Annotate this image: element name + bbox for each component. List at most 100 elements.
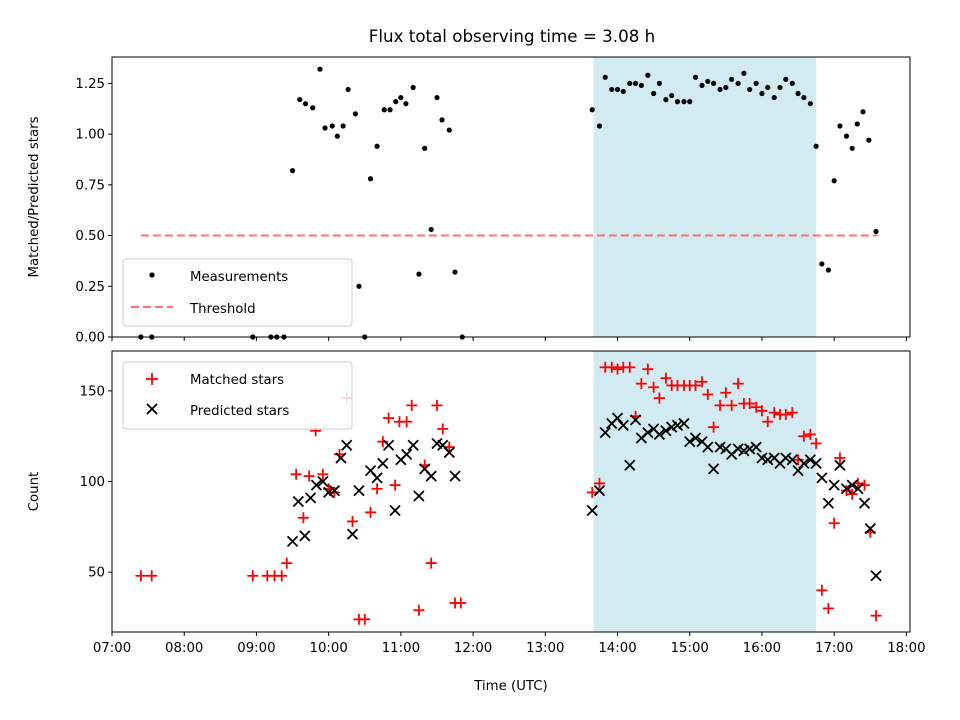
- data-point: [810, 457, 822, 470]
- data-point: [452, 269, 458, 275]
- data-point: [852, 483, 864, 495]
- ratio-subplot: 0.00 0.25 0.50 0.75 1.00 1.25 Matched/Predicte…: [27, 56, 911, 346]
- x-b: [707, 463, 720, 475]
- data-point: [792, 454, 804, 466]
- data-point: [687, 99, 693, 105]
- x-b: [810, 457, 822, 470]
- x-b: [696, 436, 708, 448]
- x-b: [858, 497, 871, 509]
- x-b: [720, 443, 732, 455]
- x-b: [756, 452, 768, 464]
- data-point: [678, 417, 690, 430]
- data-point: [247, 570, 259, 582]
- data-point: [762, 416, 774, 428]
- data-point: [789, 80, 795, 86]
- data-point: [304, 492, 317, 504]
- data-point: [624, 361, 636, 373]
- x-b: [431, 437, 443, 450]
- data-point: [669, 92, 675, 99]
- data-point: [611, 412, 624, 424]
- x-b: [864, 523, 876, 535]
- x-b: [689, 432, 702, 444]
- data-point: [762, 454, 774, 466]
- data-point: [289, 168, 296, 174]
- x-b: [346, 528, 359, 540]
- data-point: [401, 448, 413, 460]
- x-b: [780, 452, 792, 464]
- x-tick-label: 09:00: [237, 641, 275, 656]
- data-point: [732, 378, 744, 390]
- data-point: [346, 515, 358, 527]
- data-point: [759, 90, 765, 97]
- data-point: [707, 463, 720, 475]
- data-point: [413, 490, 425, 502]
- data-point: [406, 399, 418, 411]
- legend-label-threshold: Threshold: [189, 302, 256, 317]
- x-b: [702, 441, 714, 453]
- y-tick-label: 0.00: [75, 331, 105, 346]
- x-b: [611, 412, 624, 424]
- data-point: [398, 94, 404, 101]
- x-b: [678, 417, 690, 430]
- x-b: [816, 472, 828, 484]
- data-point: [317, 468, 329, 480]
- data-point: [317, 475, 329, 488]
- y-tick-label: 0.25: [75, 280, 105, 295]
- data-point: [617, 419, 629, 431]
- data-point: [635, 378, 647, 390]
- y-tick-label: 0.75: [75, 178, 105, 193]
- data-point: [401, 416, 413, 428]
- data-point: [371, 472, 383, 484]
- x-tick-label: 14:00: [598, 641, 636, 656]
- x-b: [299, 530, 311, 542]
- data-point: [741, 70, 747, 76]
- data-point: [765, 84, 771, 91]
- data-point: [866, 137, 872, 143]
- data-point: [726, 399, 738, 411]
- x-b: [449, 470, 461, 482]
- data-point: [735, 80, 741, 86]
- data-point: [356, 283, 362, 289]
- x-tick-label: 17:00: [815, 641, 853, 656]
- data-point: [798, 457, 810, 470]
- x-tick-label: 10:00: [309, 641, 347, 656]
- x-b: [292, 495, 304, 508]
- data-point: [780, 452, 792, 464]
- data-point: [410, 84, 416, 91]
- data-point: [624, 459, 636, 471]
- data-point: [310, 105, 316, 111]
- data-point: [786, 407, 798, 419]
- data-point: [614, 86, 621, 93]
- data-point: [437, 423, 449, 435]
- y-tick-label: 1.25: [75, 77, 105, 92]
- data-point: [828, 479, 840, 491]
- data-point: [870, 610, 882, 622]
- data-point: [804, 454, 816, 466]
- data-point: [708, 421, 720, 433]
- x-b: [834, 459, 846, 471]
- series-measurements: [138, 66, 879, 340]
- data-point: [586, 504, 598, 517]
- data-point: [455, 597, 467, 609]
- data-point: [297, 512, 309, 524]
- data-point: [696, 376, 708, 388]
- legend-marker-predicted: [146, 403, 158, 415]
- data-point: [377, 436, 389, 448]
- data-point: [428, 226, 434, 233]
- x-b: [413, 490, 425, 502]
- x-b: [419, 463, 431, 475]
- data-point: [846, 479, 858, 491]
- data-point: [825, 267, 831, 273]
- data-point: [843, 133, 850, 139]
- data-point: [656, 80, 663, 86]
- legend-label-predicted: Predicted stars: [190, 404, 289, 419]
- data-point: [834, 452, 846, 464]
- data-point: [671, 419, 684, 431]
- data-point: [387, 107, 393, 113]
- x-b: [750, 441, 762, 453]
- data-point: [599, 426, 611, 439]
- data-point: [834, 459, 846, 471]
- data-point: [431, 399, 443, 411]
- x-b: [335, 452, 347, 464]
- data-point: [449, 470, 461, 482]
